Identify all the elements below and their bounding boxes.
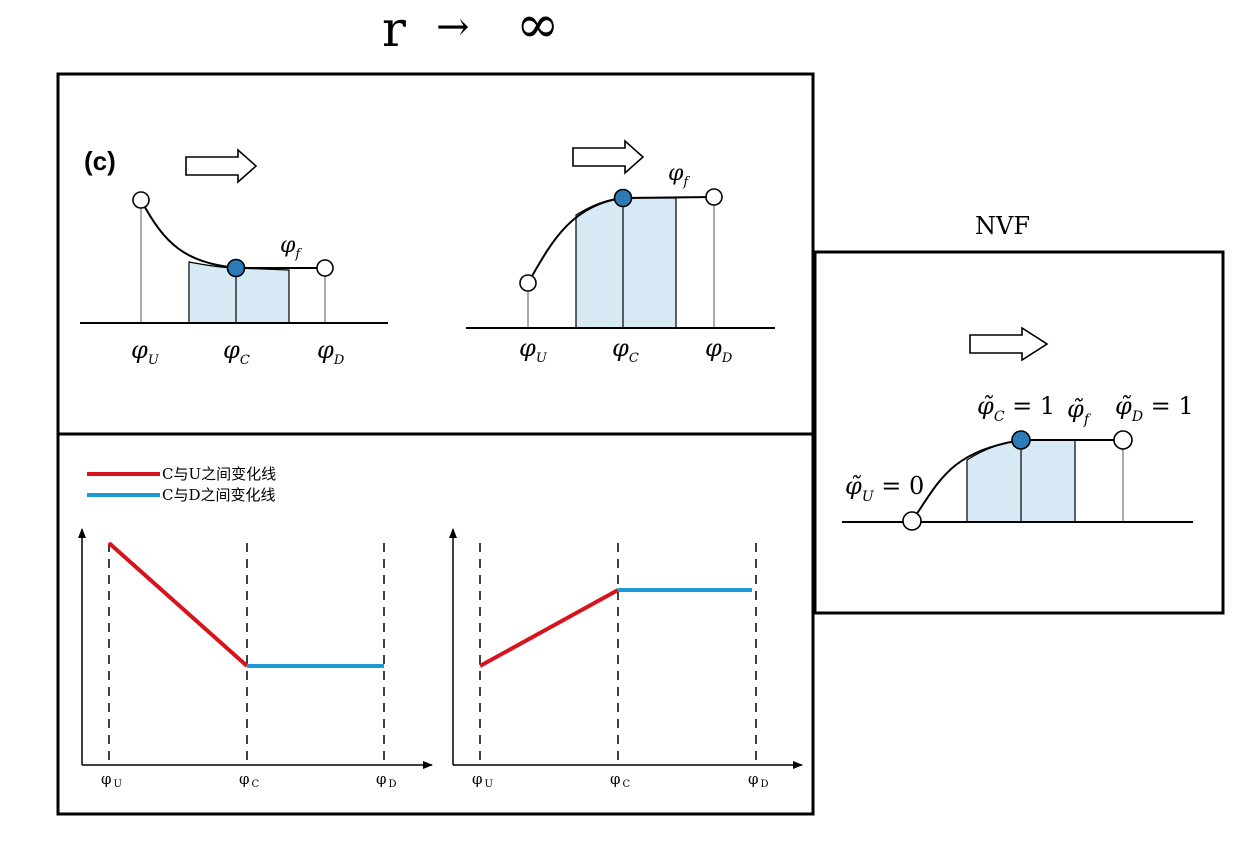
nvf-node-c — [1012, 431, 1030, 449]
xlabel-c-left: φC — [223, 336, 250, 368]
legend: C与U之间变化线 C与D之间变化线 — [87, 465, 276, 504]
node-c-right — [615, 190, 632, 207]
header-infinity: ∞ — [516, 0, 559, 55]
phi-f-left: φf — [280, 233, 302, 262]
legend-label-blue: C与D之间变化线 — [162, 486, 276, 504]
node-u-right — [520, 275, 536, 291]
nvf-flow-arrow — [970, 328, 1047, 360]
flow-arrow-left — [186, 150, 256, 182]
nvf-label-d: φ̃D = 1 — [1115, 392, 1194, 425]
nvf-title: NVF — [975, 212, 1030, 240]
nvf-node-u — [903, 512, 921, 530]
node-d-right — [706, 189, 722, 205]
nvf-panel: φ̃C = 1 φ̃f φ̃D = 1 φ̃U = 0 — [842, 328, 1194, 530]
flow-arrow-right — [573, 141, 643, 173]
nvf-label-f: φ̃f — [1067, 395, 1092, 428]
nvf-node-d — [1114, 431, 1132, 449]
cell-fill-right — [576, 198, 676, 328]
xlabel-u-left: φU — [131, 336, 160, 368]
node-c-left — [228, 260, 245, 277]
nvf-label-c: φ̃C = 1 — [977, 392, 1055, 425]
xlabel-d-right: φD — [705, 334, 733, 366]
panel-c-left: (c) φf φU φC φD — [80, 146, 388, 368]
nvf-label-u: φ̃U = 0 — [845, 472, 924, 505]
phi-f-right: φf — [668, 161, 690, 190]
xlabel-d-left: φD — [317, 336, 345, 368]
header-arrow: → — [436, 4, 470, 50]
header: r → ∞ — [382, 0, 559, 58]
graph-left-red-line — [109, 543, 247, 666]
main-frame — [58, 74, 813, 814]
xlabel-u-right: φU — [519, 334, 548, 366]
node-d-left — [317, 260, 333, 276]
header-r: r — [382, 0, 406, 58]
panel-c-right: φf φU φC φD — [466, 141, 775, 366]
xlabel-c-right: φC — [612, 334, 639, 366]
node-u-left — [133, 192, 149, 208]
graph-right-red-line — [480, 590, 618, 666]
panel-c-label: (c) — [84, 146, 116, 176]
legend-label-red: C与U之间变化线 — [162, 465, 276, 483]
